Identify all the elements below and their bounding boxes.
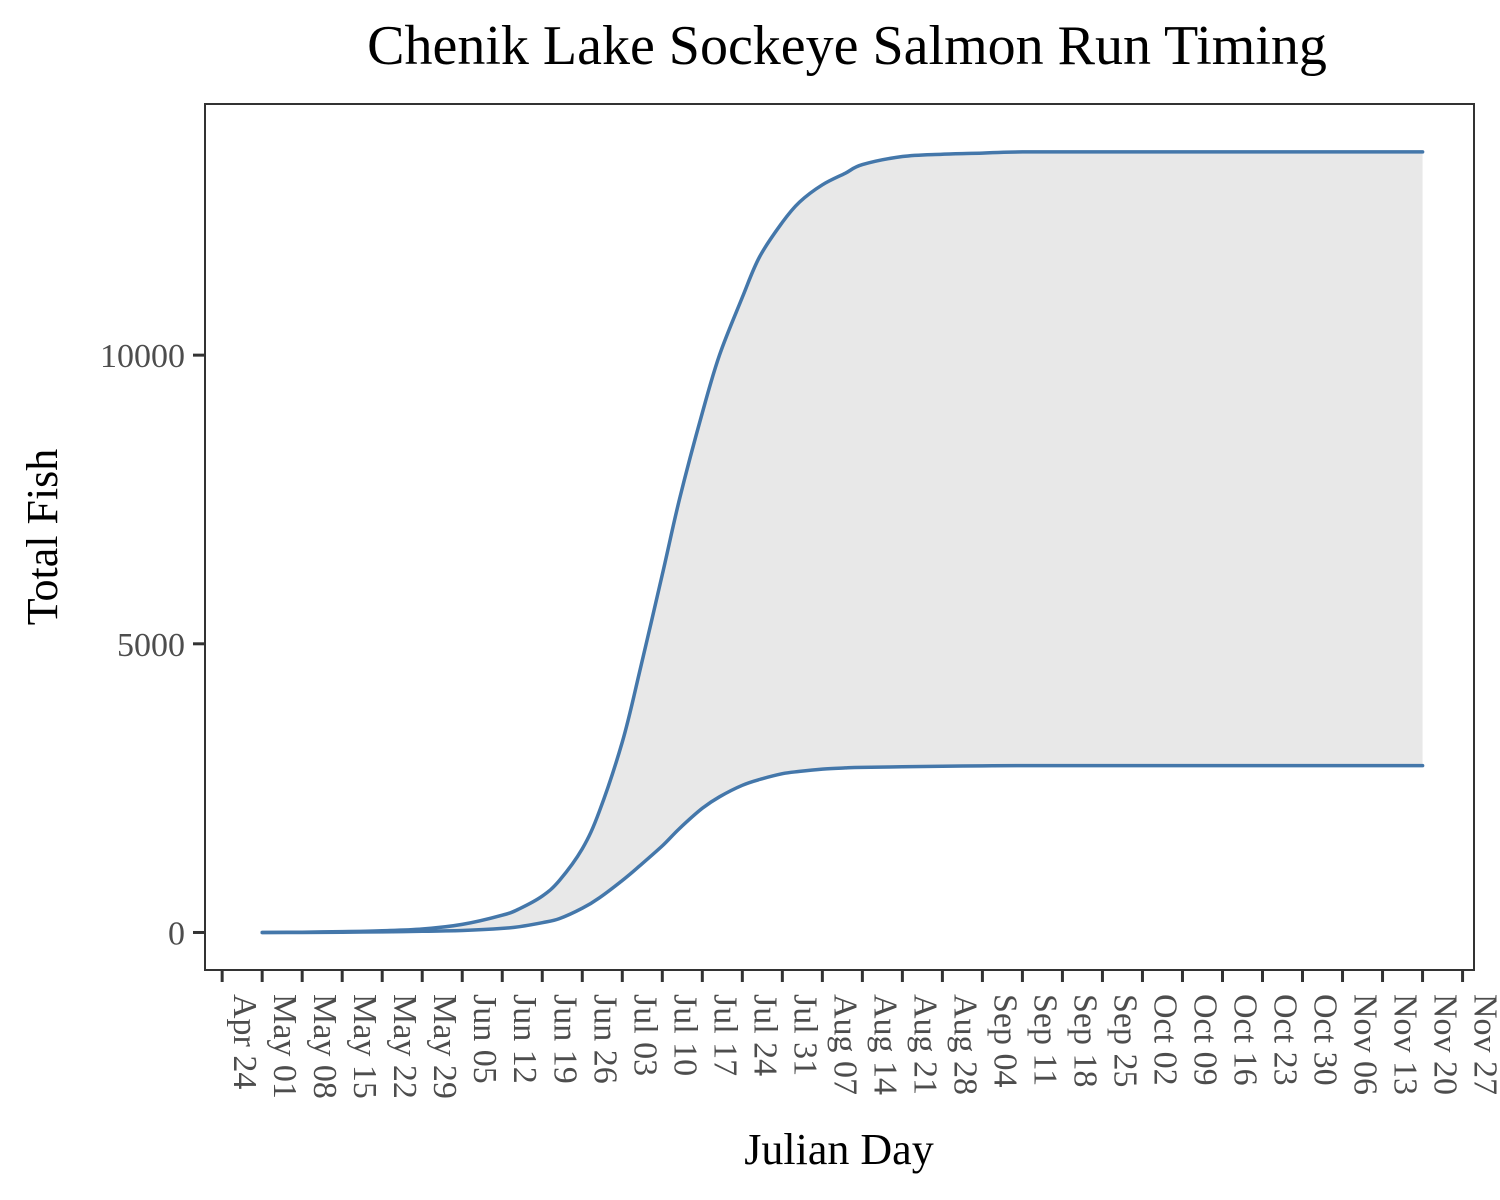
x-tick-label: May 22: [386, 994, 423, 1099]
x-axis-title: Julian Day: [744, 1125, 933, 1174]
x-tick-label: Jul 17: [706, 994, 743, 1076]
x-tick-label: Jun 19: [546, 994, 583, 1084]
x-tick-label: Oct 02: [1147, 994, 1184, 1086]
x-tick-label: Jul 24: [746, 994, 783, 1076]
x-tick-label: Sep 11: [1026, 994, 1063, 1086]
x-tick-label: Nov 06: [1347, 994, 1384, 1095]
x-tick-label: Jul 10: [666, 994, 703, 1076]
series-line-upper: [260, 150, 1425, 935]
x-tick-label: Jul 03: [626, 994, 663, 1076]
chart-title: Chenik Lake Sockeye Salmon Run Timing: [367, 15, 1327, 77]
x-tick-label: Sep 18: [1066, 994, 1103, 1088]
x-tick-label: May 01: [266, 994, 303, 1099]
x-tick-label: Sep 04: [986, 994, 1023, 1088]
x-tick-label: May 15: [346, 994, 383, 1099]
x-tick-label: Nov 20: [1427, 994, 1464, 1095]
x-tick-label: Jun 05: [466, 994, 503, 1084]
x-tick-label: Nov 13: [1387, 994, 1424, 1095]
y-tick-label: 5000: [117, 627, 185, 664]
x-tick-label: Oct 23: [1267, 994, 1304, 1086]
y-tick-label: 10000: [100, 338, 185, 375]
x-tick-label: Oct 09: [1187, 994, 1224, 1086]
x-tick-label: Jun 12: [506, 994, 543, 1084]
x-tick-label: Sep 25: [1106, 994, 1143, 1088]
x-tick-label: Oct 30: [1307, 994, 1344, 1086]
x-tick-label: Oct 16: [1227, 994, 1264, 1086]
x-tick-label: Aug 28: [946, 994, 983, 1095]
plot-border: [204, 103, 1475, 971]
x-tick-label: May 29: [426, 994, 463, 1099]
x-tick-label: Apr 24: [226, 994, 263, 1089]
x-tick-label: Aug 07: [826, 994, 863, 1095]
x-tick-label: Aug 14: [866, 994, 903, 1095]
x-tick-label: Aug 21: [906, 994, 943, 1095]
band-area: [262, 151, 1423, 933]
x-tick-label: Nov 27: [1467, 994, 1500, 1095]
y-tick-label: 0: [168, 915, 185, 952]
y-axis-title: Total Fish: [18, 449, 67, 626]
x-tick-label: Jun 26: [586, 994, 623, 1084]
x-tick-label: Jul 31: [786, 994, 823, 1076]
x-tick-label: May 08: [306, 994, 343, 1099]
series-line-lower: [260, 763, 1425, 935]
